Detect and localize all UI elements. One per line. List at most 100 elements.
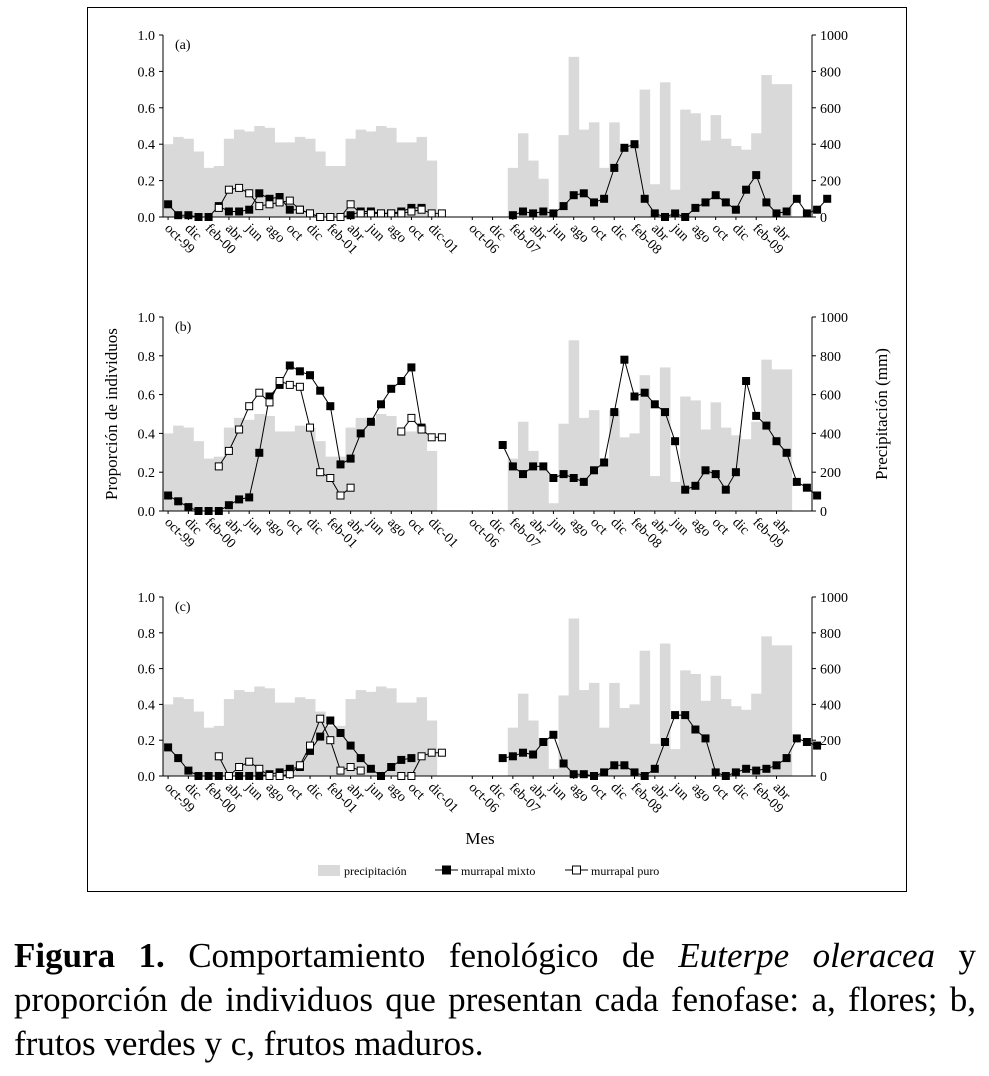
precip-bar: [538, 178, 549, 217]
precip-bar: [406, 431, 417, 511]
y-right-tick-label: 0: [820, 505, 827, 520]
x-tick-label: jun: [546, 515, 570, 539]
y-right-tick-label: 200: [820, 734, 841, 749]
marker-mixto: [346, 454, 355, 463]
precip-bar: [173, 136, 184, 217]
precip-bar: [649, 184, 661, 217]
marker-mixto: [579, 477, 588, 486]
precip-bar: [517, 693, 529, 776]
precip-bar: [193, 441, 204, 511]
precip-bar: [741, 439, 752, 511]
marker-puro: [214, 462, 223, 471]
y-right-tick-label: 600: [820, 663, 841, 678]
marker-mixto: [559, 202, 568, 211]
marker-mixto: [701, 198, 710, 207]
precip-bar: [254, 126, 265, 217]
y-tick-label: 0.2: [138, 175, 156, 190]
precip-bar: [173, 425, 184, 511]
legend-precip-swatch: [318, 865, 340, 876]
precip-bar: [274, 431, 286, 511]
marker-mixto: [579, 189, 588, 198]
marker-puro: [235, 763, 244, 771]
marker-mixto: [681, 485, 690, 494]
marker-mixto: [742, 185, 751, 194]
x-tick-label: dic-01: [425, 221, 461, 257]
marker-puro: [285, 770, 294, 779]
marker-puro: [407, 413, 416, 422]
marker-puro: [214, 752, 223, 761]
marker-puro: [377, 209, 385, 218]
precip-bar: [284, 431, 296, 511]
precip-bar: [639, 375, 651, 511]
precip-bar: [406, 142, 417, 217]
marker-mixto: [214, 772, 223, 780]
precip-bar: [558, 695, 570, 776]
marker-mixto: [711, 470, 720, 479]
marker-mixto: [285, 361, 294, 370]
marker-mixto: [772, 437, 781, 446]
figure-caption: Figura 1. Comportamiento fenológico de E…: [14, 934, 976, 1065]
precip-bar: [375, 414, 387, 511]
y-tick-label: 0.4: [138, 427, 156, 442]
precip-bar: [264, 688, 275, 776]
marker-mixto: [813, 741, 822, 750]
y-tick-label: 0.0: [138, 770, 156, 785]
x-tick-label: ago: [263, 780, 288, 805]
precip-bar: [690, 400, 701, 511]
marker-mixto: [549, 474, 558, 482]
precip-bar: [335, 166, 346, 217]
x-tick-label: dic: [303, 515, 326, 538]
precip-bar: [294, 425, 306, 511]
x-tick-label: jun: [242, 515, 266, 539]
marker-puro: [427, 748, 436, 757]
precip-bar: [203, 458, 215, 511]
precip-bar: [538, 470, 549, 511]
marker-puro: [275, 772, 284, 780]
marker-mixto: [214, 507, 223, 515]
precip-bar: [599, 727, 610, 776]
x-tick-label: ago: [263, 515, 288, 540]
x-tick-label: oct: [587, 515, 610, 538]
precip-bar: [568, 618, 580, 776]
x-tick-label: ago: [567, 780, 592, 805]
marker-mixto: [721, 485, 730, 494]
marker-mixto: [498, 754, 507, 763]
y-tick-label: 0.8: [138, 350, 156, 365]
marker-mixto: [295, 367, 304, 376]
panel-label: (b): [175, 320, 192, 335]
marker-mixto: [387, 763, 396, 771]
precip-bar: [720, 427, 732, 511]
marker-puro: [275, 198, 284, 207]
marker-mixto: [661, 738, 669, 746]
y-tick-label: 0.4: [138, 138, 156, 153]
y-tick-label: 0.6: [138, 389, 156, 404]
marker-mixto: [711, 191, 720, 200]
precip-bar: [548, 768, 559, 776]
precip-bar: [416, 697, 428, 776]
precip-bar: [173, 697, 184, 776]
marker-mixto: [245, 205, 254, 214]
marker-mixto: [508, 211, 517, 220]
y-right-tick-label: 1000: [820, 29, 848, 44]
precip-bar: [639, 650, 651, 776]
x-tick-label: oct: [283, 515, 306, 538]
marker-puro: [346, 763, 355, 771]
precip-bar: [386, 415, 397, 511]
marker-puro: [275, 377, 284, 385]
x-tick-label: oct: [709, 221, 732, 244]
legend-mixto-label: murrapal mixto: [461, 864, 535, 878]
marker-mixto: [661, 408, 669, 417]
marker-mixto: [255, 448, 264, 457]
marker-mixto: [549, 209, 558, 218]
precip-bar: [619, 147, 630, 217]
marker-mixto: [650, 764, 659, 773]
precip-bar: [548, 503, 559, 511]
marker-mixto: [782, 448, 791, 457]
precip-bar: [629, 144, 641, 217]
precip-bar: [183, 427, 194, 511]
precip-bar: [304, 427, 316, 511]
marker-mixto: [792, 734, 801, 743]
marker-puro: [346, 200, 355, 209]
marker-puro: [265, 772, 274, 780]
marker-mixto: [742, 764, 751, 773]
